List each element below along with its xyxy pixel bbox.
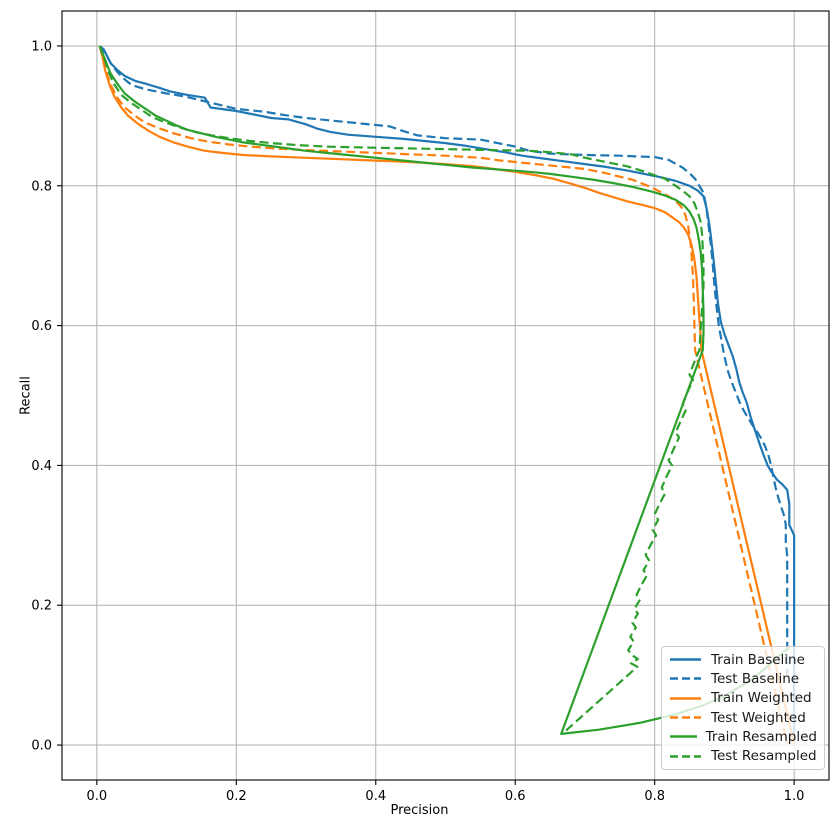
- y-tick-label: 0.0: [31, 739, 52, 754]
- y-tick-label: 0.8: [31, 179, 52, 194]
- legend-label: Test Resampled: [711, 748, 817, 765]
- curve-test-baseline: [98, 45, 789, 676]
- curve-train-weighted: [98, 45, 796, 744]
- x-tick-label: 0.2: [226, 789, 247, 804]
- y-tick-label: 0.4: [31, 459, 52, 474]
- y-tick-label: 0.6: [31, 319, 52, 334]
- legend-label: Train Weighted: [711, 690, 812, 707]
- legend-item-test-weighted: Test Weighted: [669, 709, 817, 727]
- x-tick-label: 1.0: [784, 789, 805, 804]
- y-tick-label: 1.0: [31, 39, 52, 54]
- legend-item-train-baseline: Train Baseline: [669, 651, 817, 669]
- axes-frame: [61, 10, 830, 781]
- legend-solid-line-icon: [670, 697, 701, 700]
- legend-label: Test Weighted: [711, 709, 806, 726]
- x-axis-label: Precision: [390, 803, 449, 818]
- curve-test-weighted: [98, 45, 789, 744]
- legend: Train Baseline Test Baseline Train Weighte…: [661, 646, 825, 770]
- x-tick-label: 0.0: [87, 789, 108, 804]
- legend-solid-line-icon: [670, 658, 701, 661]
- legend-dashed-line-icon: [670, 677, 701, 681]
- curve-train-baseline: [98, 45, 796, 739]
- curve-train-resampled: [98, 45, 791, 736]
- y-axis-label: Recall: [18, 376, 34, 415]
- legend-label: Test Baseline: [711, 670, 800, 687]
- legend-item-test-resampled: Test Resampled: [669, 747, 817, 765]
- legend-item-train-weighted: Train Weighted: [669, 689, 817, 707]
- curve-test-resampled: [98, 45, 705, 732]
- x-tick-label: 0.8: [644, 789, 665, 804]
- x-tick-label: 0.6: [505, 789, 526, 804]
- legend-solid-line-icon: [670, 735, 697, 739]
- legend-label: Train Resampled: [705, 728, 817, 745]
- legend-item-test-baseline: Test Baseline: [669, 670, 817, 688]
- legend-dashed-line-icon: [670, 716, 701, 719]
- legend-dashed-line-icon: [670, 754, 701, 758]
- legend-label: Train Baseline: [711, 651, 805, 668]
- y-tick-label: 0.2: [31, 599, 52, 614]
- x-tick-label: 0.4: [365, 789, 386, 804]
- legend-item-train-resampled: Train Resampled: [669, 728, 817, 746]
